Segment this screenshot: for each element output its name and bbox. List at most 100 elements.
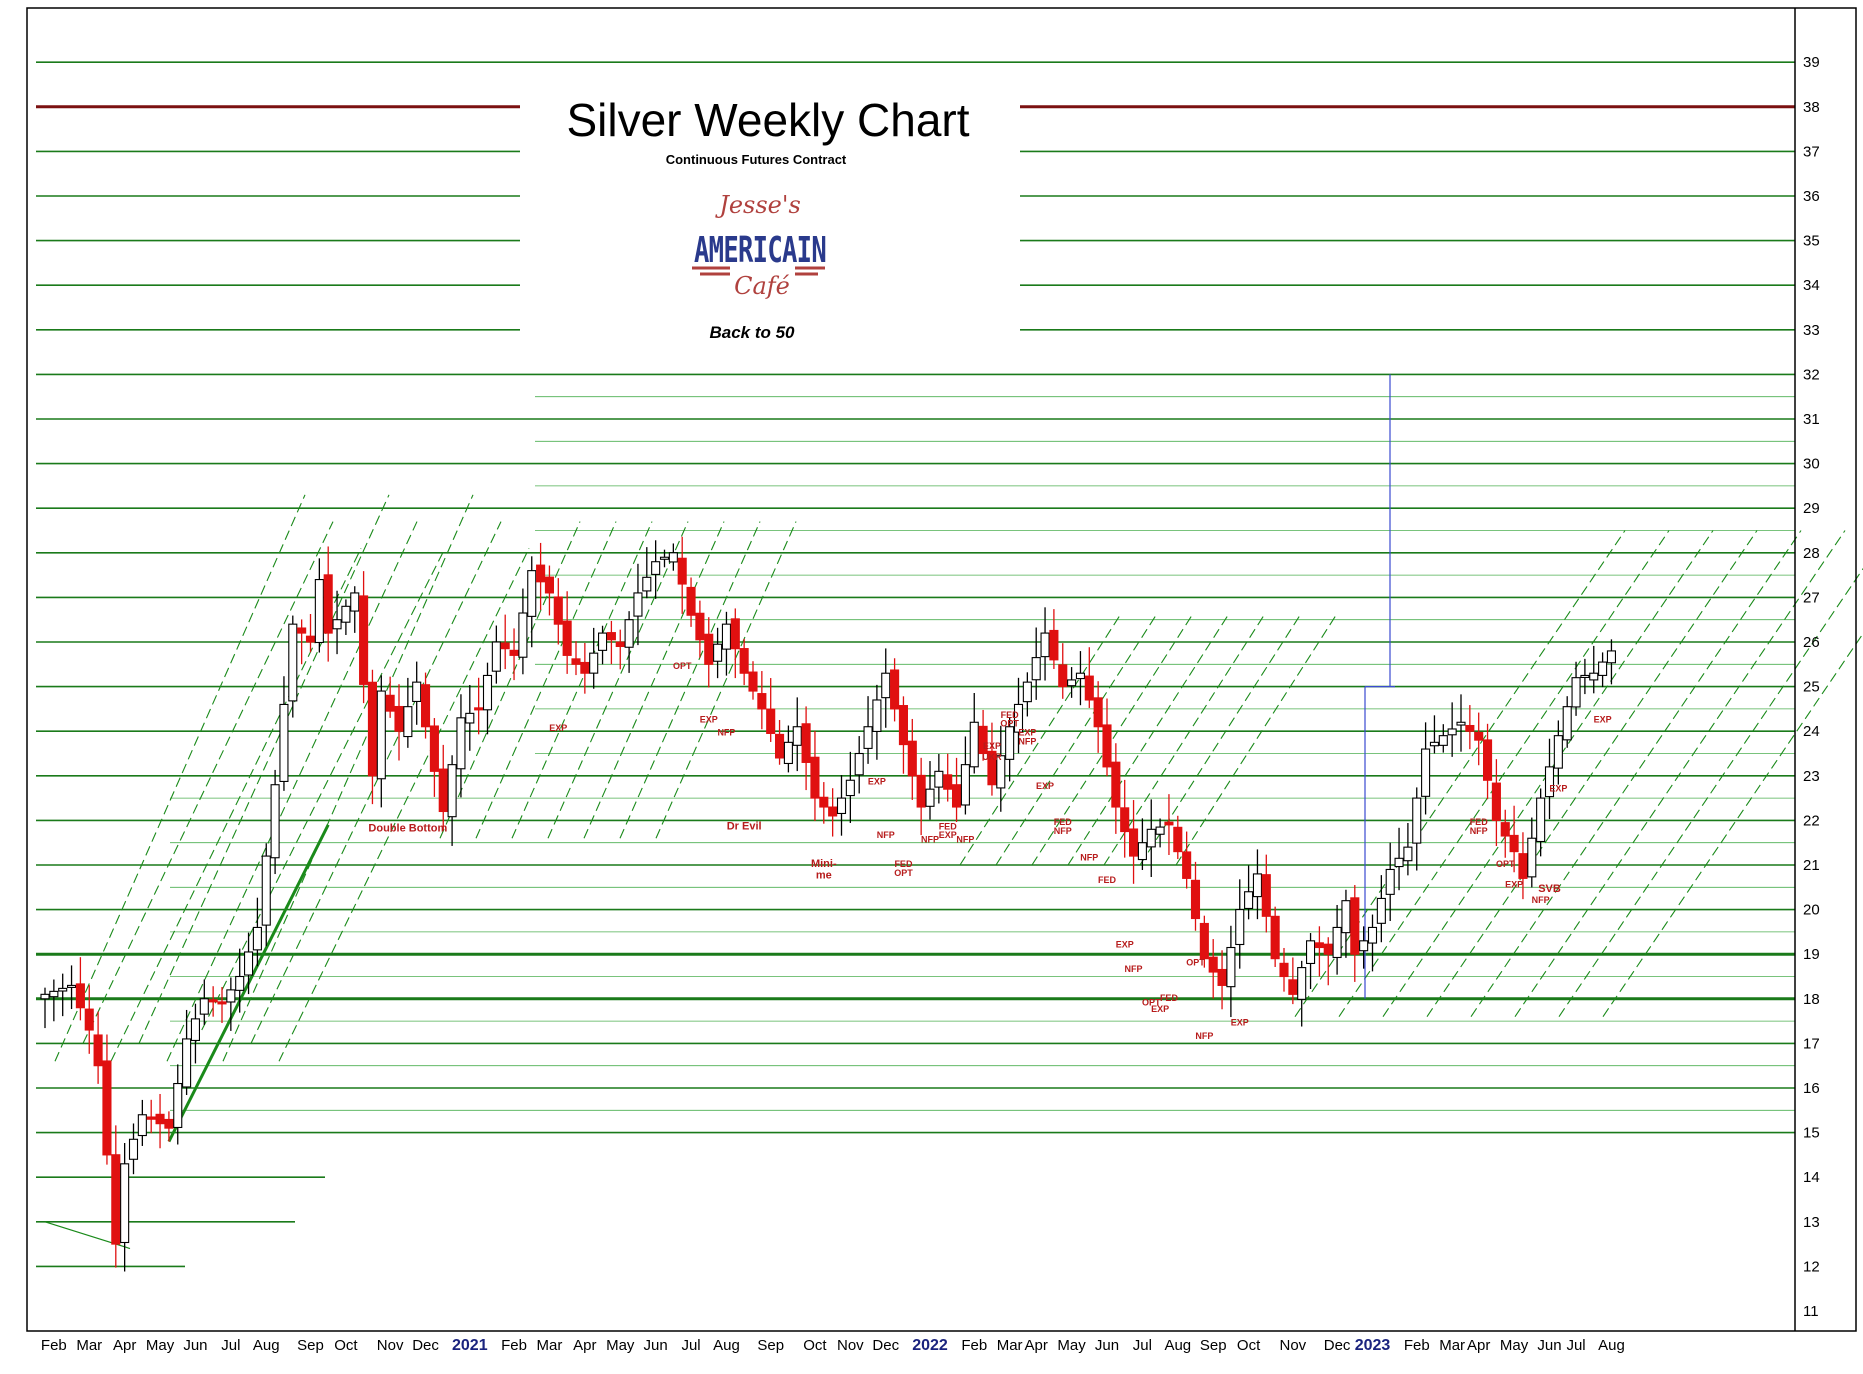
candle-body [1483, 739, 1493, 781]
candle [199, 979, 209, 1025]
candle-body [226, 989, 236, 1003]
candle [642, 547, 652, 599]
y-tick-label: 39 [1803, 54, 1820, 71]
annotation-label: EXP [939, 830, 957, 840]
channel-line-a4 [166, 521, 418, 1062]
channel-line-b1 [475, 521, 617, 839]
candle [1385, 842, 1395, 921]
candle-body [438, 768, 448, 813]
candle-body [482, 674, 493, 711]
annotation-label: NFP [1532, 895, 1550, 905]
candle-body [1447, 728, 1457, 736]
candle [67, 965, 77, 1010]
x-tick-month-label: Jul [1566, 1337, 1585, 1354]
candle-body [155, 1113, 165, 1125]
candle [1359, 926, 1369, 969]
candle [748, 661, 758, 700]
y-tick-label: 22 [1803, 812, 1820, 829]
candle [1491, 759, 1501, 847]
candle [518, 588, 528, 675]
channel-line-c1 [995, 614, 1157, 866]
candle [1173, 815, 1183, 860]
x-tick-month-label: Dec [1324, 1337, 1351, 1354]
candle-body [1500, 822, 1510, 837]
annotation-label: NFP [921, 835, 939, 845]
candle-body [1235, 909, 1245, 946]
channel-line-c2 [1031, 614, 1193, 866]
annotation-label: NFP [1018, 737, 1036, 747]
candle-body [739, 648, 749, 674]
x-axis-tick-labels: Feb Mar Apr May Jun Jul Aug Sep Oct Nov Dec 2021 Feb… [41, 1337, 1625, 1354]
candle [1429, 715, 1439, 754]
candle-body [1217, 968, 1227, 986]
candle [1040, 607, 1050, 681]
candle-body [1129, 828, 1139, 857]
candle [739, 638, 749, 686]
candle [394, 684, 404, 761]
candle [943, 753, 953, 802]
candle-body [456, 717, 466, 770]
x-tick-month-label: Mar [76, 1337, 102, 1354]
annotation-label: EXP [1116, 940, 1134, 950]
candle [1137, 818, 1147, 871]
candle-body [1252, 873, 1262, 898]
candle [279, 676, 289, 791]
candle-body [350, 592, 360, 612]
candle [854, 736, 864, 794]
candle-body [1412, 797, 1422, 844]
candle [774, 719, 785, 765]
candle-body [1067, 679, 1077, 687]
candle-body [704, 633, 714, 665]
y-tick-label: 37 [1803, 143, 1820, 160]
candle-body [721, 623, 732, 650]
y-tick-label: 38 [1803, 99, 1820, 116]
candle [261, 843, 271, 947]
y-tick-label: 17 [1803, 1035, 1820, 1052]
x-tick-month-label: May [1057, 1337, 1086, 1354]
candle-body [394, 705, 404, 732]
candle [244, 932, 254, 995]
candle [801, 706, 811, 791]
candle-body [562, 620, 572, 656]
candle [1084, 647, 1094, 708]
candle [1120, 779, 1130, 858]
annotation-label: NFP [956, 835, 974, 845]
y-tick-label: 34 [1803, 277, 1820, 294]
candle [571, 641, 581, 676]
candle-body [845, 779, 855, 797]
candle [783, 725, 793, 773]
candle [75, 957, 85, 1021]
y-tick-label: 36 [1803, 188, 1820, 205]
candle [951, 757, 962, 823]
annotation-label: FED [1160, 993, 1179, 1003]
y-tick-label: 21 [1803, 857, 1820, 874]
candle [828, 788, 838, 837]
x-tick-month-label: Jun [183, 1337, 207, 1354]
channel-line-a6 [222, 494, 474, 1062]
candle [845, 751, 855, 823]
candle [474, 677, 484, 735]
candle [606, 620, 616, 665]
annotation-label: Mini- [811, 858, 837, 870]
candle [182, 1009, 192, 1095]
channel-line-a8 [278, 548, 530, 1062]
channel-line-d3 [1426, 530, 1758, 1017]
candle [1606, 639, 1616, 685]
channel-line-c4 [1103, 614, 1265, 866]
annotation-label: FED [1098, 875, 1117, 885]
x-tick-month-label: Aug [1164, 1337, 1191, 1354]
candle-body [659, 556, 670, 560]
candle-body [589, 652, 599, 674]
candle [447, 755, 457, 846]
y-tick-label: 23 [1803, 768, 1820, 785]
candle [1208, 939, 1218, 999]
candle-body [1075, 672, 1085, 680]
candle-body [1190, 879, 1201, 920]
annotation-label: NFP [877, 830, 895, 840]
y-tick-label: 35 [1803, 233, 1820, 250]
candle-body [1270, 915, 1280, 960]
candle-body [624, 619, 634, 648]
x-tick-month-label: Aug [253, 1337, 280, 1354]
candle [589, 627, 599, 689]
candle-body [898, 705, 909, 746]
